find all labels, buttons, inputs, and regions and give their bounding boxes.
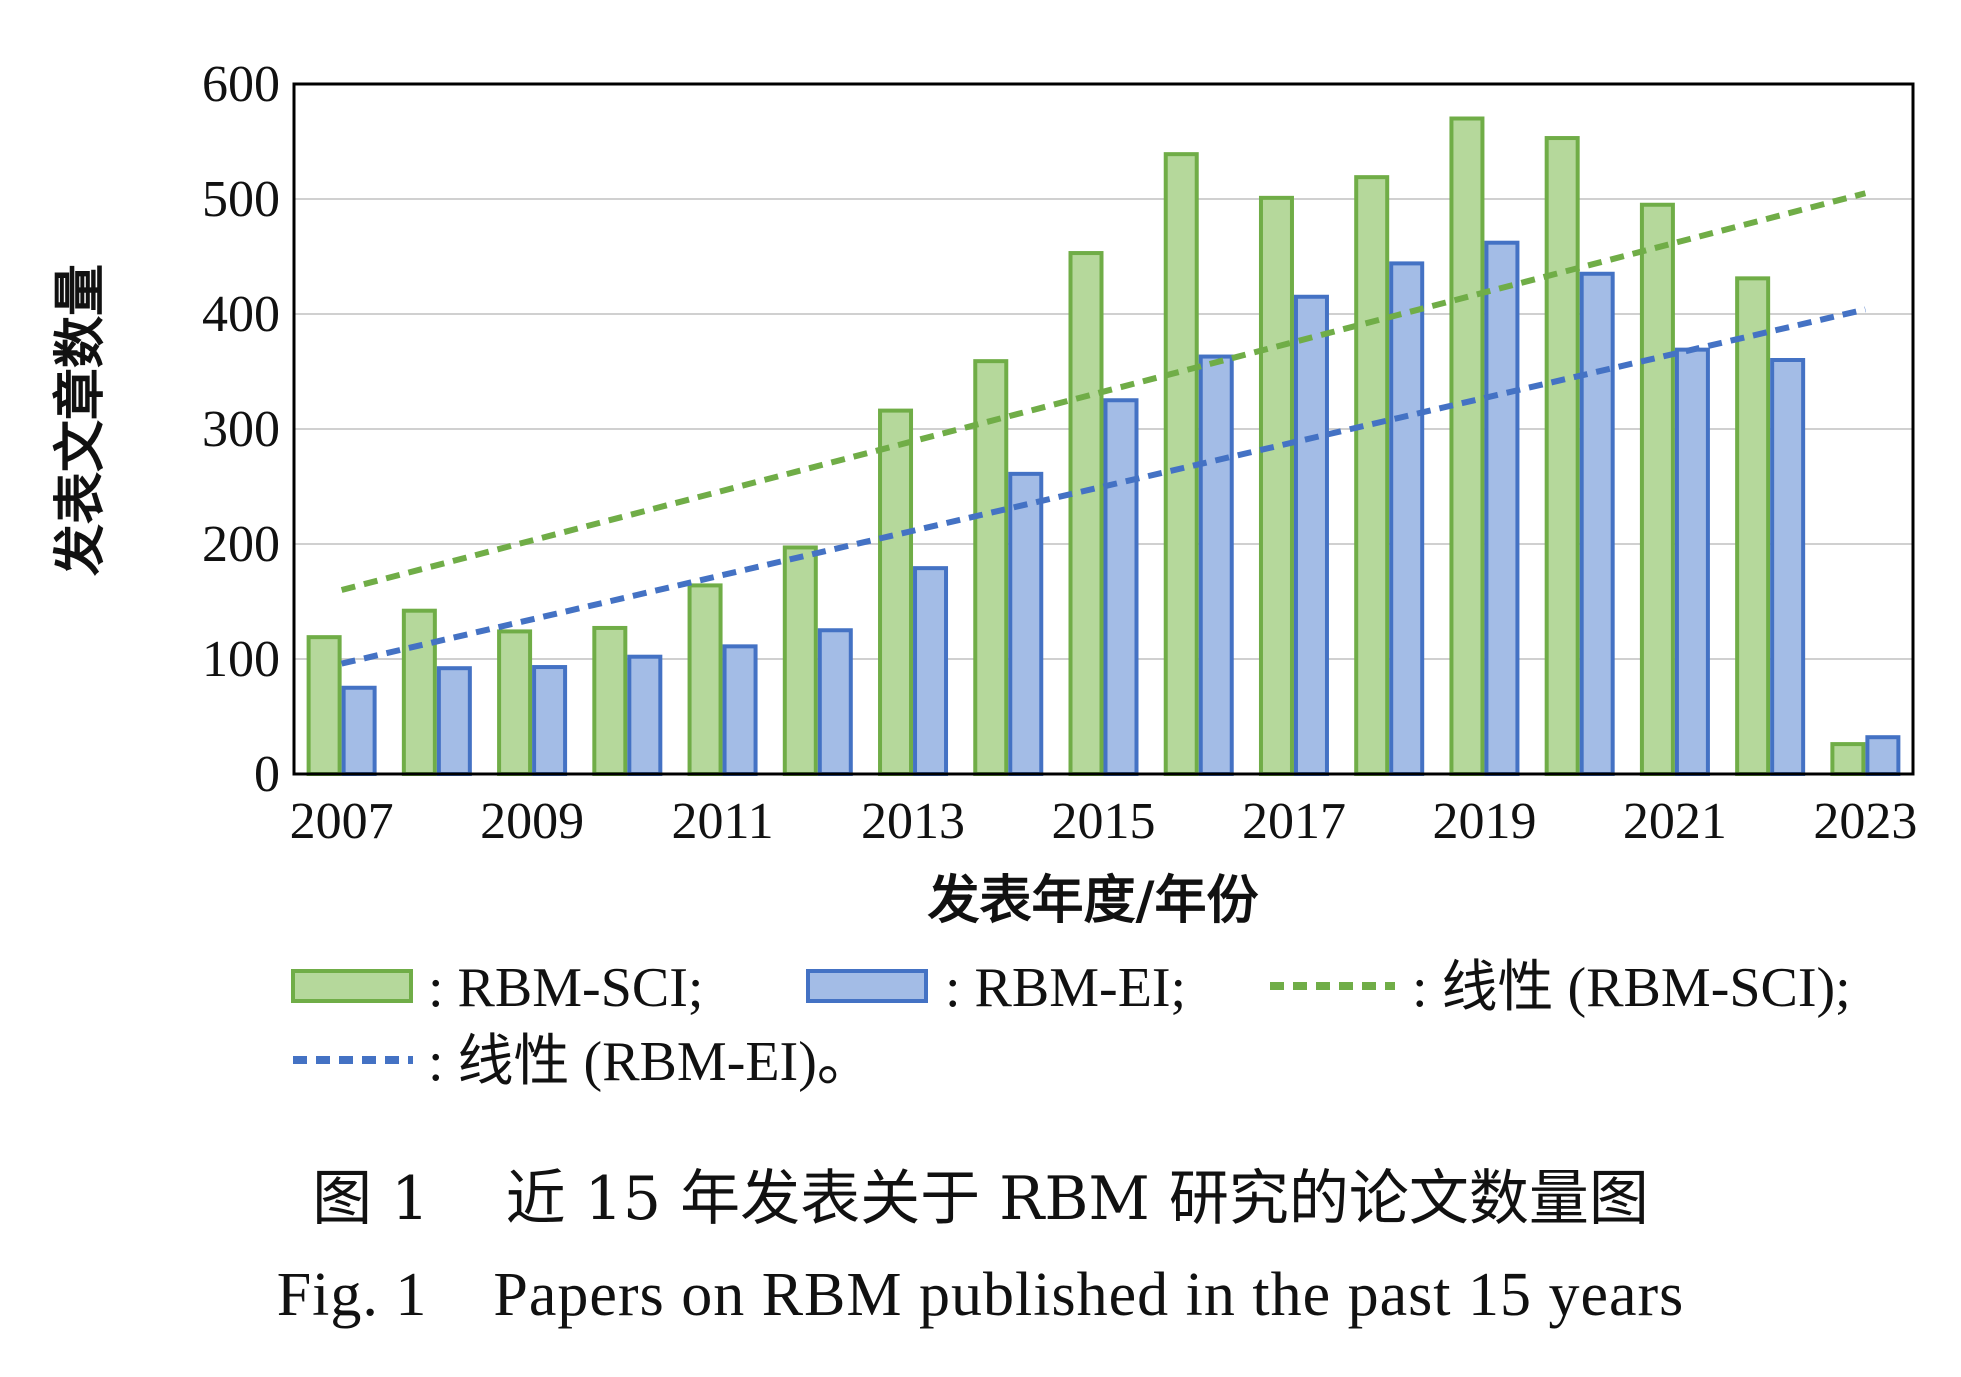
bar-rbm-ei-2011 bbox=[722, 644, 758, 776]
x-tick-label: 2007 bbox=[290, 793, 394, 850]
legend-label-sci-trend: : 线性 (RBM-SCI); bbox=[1412, 957, 1851, 1019]
y-tick-label: 100 bbox=[202, 631, 280, 688]
y-tick-label: 200 bbox=[202, 516, 280, 573]
legend-swatch-sci bbox=[291, 969, 413, 1003]
y-tick-label: 500 bbox=[202, 171, 280, 228]
bar-rbm-ei-2013 bbox=[913, 566, 949, 777]
x-tick-labels: 2007 2009 2011 2013 2015 2017 2019 2021 2023 bbox=[290, 793, 1918, 850]
bar-rbm-ei-2016 bbox=[1198, 354, 1234, 776]
bar-rbm-ei-2010 bbox=[627, 654, 663, 777]
bar-rbm-ei-2012 bbox=[817, 628, 853, 776]
bar-rbm-sci-2009 bbox=[497, 629, 533, 777]
bar-rbm-ei-2014 bbox=[1008, 471, 1044, 776]
x-tick-label: 2011 bbox=[672, 793, 774, 850]
bar-rbm-sci-2015 bbox=[1068, 251, 1104, 777]
chart: 0 100 200 300 400 500 600 2007 2009 2011 2013 2015… bbox=[51, 56, 1918, 1093]
bar-rbm-ei-2015 bbox=[1103, 398, 1139, 776]
x-axis-title: 发表年度/年份 bbox=[928, 871, 1259, 931]
bar-rbm-sci-2023 bbox=[1830, 742, 1866, 776]
x-tick-label: 2021 bbox=[1623, 793, 1727, 850]
y-tick-label: 0 bbox=[254, 746, 280, 803]
bar-rbm-sci-2014 bbox=[973, 359, 1009, 776]
x-tick-label: 2009 bbox=[480, 793, 584, 850]
bar-rbm-ei-2022 bbox=[1770, 358, 1806, 776]
trendline-ei bbox=[340, 306, 1867, 667]
bar-rbm-sci-2019 bbox=[1449, 116, 1485, 776]
x-tick-label: 2023 bbox=[1813, 793, 1917, 850]
bar-rbm-ei-2021 bbox=[1674, 347, 1710, 776]
legend-swatch-ei bbox=[806, 969, 928, 1003]
bar-rbm-ei-2007 bbox=[341, 685, 377, 776]
bar-rbm-sci-2018 bbox=[1354, 175, 1390, 776]
legend-label-ei-trend: : 线性 (RBM-EI)。 bbox=[428, 1031, 873, 1093]
bar-rbm-sci-2008 bbox=[401, 608, 437, 777]
bar-rbm-ei-2019 bbox=[1484, 240, 1520, 776]
bar-rbm-ei-2020 bbox=[1579, 271, 1615, 776]
bar-rbm-ei-2023 bbox=[1865, 735, 1901, 777]
legend-label-sci: : RBM-SCI; bbox=[428, 957, 703, 1019]
y-tick-label: 300 bbox=[202, 401, 280, 458]
bar-rbm-sci-2010 bbox=[592, 625, 628, 777]
y-axis-title: 发表文章数量 bbox=[51, 264, 111, 576]
y-tick-labels: 0 100 200 300 400 500 600 bbox=[202, 56, 280, 803]
bar-rbm-sci-2007 bbox=[306, 635, 342, 777]
figure-caption-english: Fig. 1 Papers on RBM published in the pa… bbox=[276, 1261, 1685, 1329]
bar-rbm-sci-2021 bbox=[1639, 202, 1675, 776]
trendline-sci bbox=[340, 190, 1867, 593]
bar-rbm-sci-2022 bbox=[1735, 276, 1771, 776]
x-tick-label: 2015 bbox=[1052, 793, 1156, 850]
bar-rbm-sci-2012 bbox=[782, 545, 818, 777]
plot-frame bbox=[292, 82, 1915, 776]
bar-rbm-sci-2016 bbox=[1163, 152, 1199, 776]
bar-rbm-ei-2009 bbox=[532, 665, 568, 776]
bar-rbm-sci-2011 bbox=[687, 583, 723, 777]
y-tick-label: 400 bbox=[202, 286, 280, 343]
bar-rbm-sci-2013 bbox=[878, 408, 914, 776]
y-tick-label: 600 bbox=[202, 56, 280, 113]
trendlines bbox=[340, 190, 1867, 667]
bar-rbm-ei-2018 bbox=[1389, 261, 1425, 776]
bar-rbm-sci-2020 bbox=[1544, 136, 1580, 777]
legend-label-ei: : RBM-EI; bbox=[945, 957, 1186, 1019]
x-tick-label: 2019 bbox=[1432, 793, 1536, 850]
bars bbox=[306, 116, 1901, 777]
x-tick-label: 2017 bbox=[1242, 793, 1346, 850]
bar-rbm-ei-2008 bbox=[436, 666, 472, 777]
bar-rbm-sci-2017 bbox=[1258, 195, 1294, 777]
figure-caption-chinese: 图 1 近 15 年发表关于 RBM 研究的论文数量图 bbox=[312, 1164, 1649, 1234]
bar-rbm-ei-2017 bbox=[1293, 294, 1329, 776]
legend: : RBM-SCI; : RBM-EI; : 线性 (RBM-SCI); : 线… bbox=[291, 957, 1851, 1093]
x-tick-label: 2013 bbox=[861, 793, 965, 850]
